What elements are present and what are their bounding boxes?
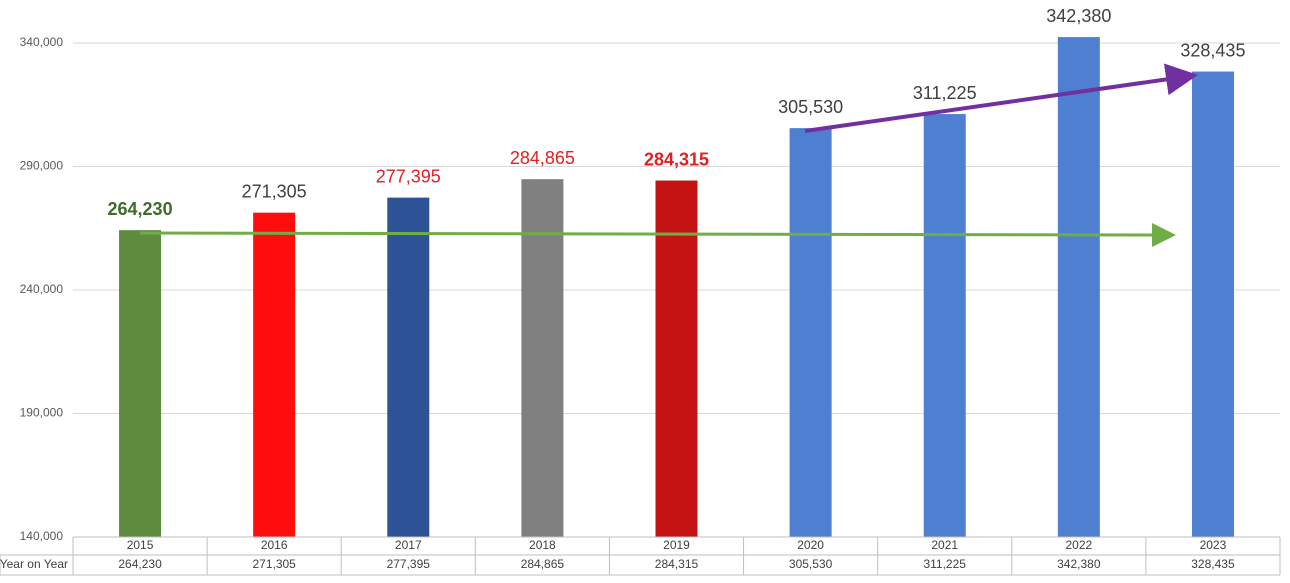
y-tick-label: 190,000 <box>20 406 64 420</box>
table-value: 284,865 <box>521 557 565 571</box>
bar <box>1058 37 1100 537</box>
table-value: 342,380 <box>1057 557 1101 571</box>
value-label: 284,865 <box>510 148 575 168</box>
bar <box>119 230 161 537</box>
value-label: 342,380 <box>1046 6 1111 26</box>
y-tick-label: 240,000 <box>20 282 64 296</box>
chart: 140,000 190,000 240,000 290,000 340,000 264,… <box>0 0 1290 583</box>
value-label: 311,225 <box>913 83 977 103</box>
x-tick-label: 2020 <box>797 538 824 552</box>
x-tick-label: 2017 <box>395 538 422 552</box>
x-tick-label: 2022 <box>1065 538 1092 552</box>
x-tick-label: 2015 <box>127 538 154 552</box>
bars <box>119 37 1234 537</box>
table-value: 277,395 <box>387 557 431 571</box>
y-tick-label: 340,000 <box>20 35 64 49</box>
table-value: 264,230 <box>118 557 162 571</box>
value-label: 264,230 <box>108 199 173 219</box>
bar <box>790 128 832 537</box>
y-tick-label: 290,000 <box>20 159 64 173</box>
table-value: 271,305 <box>252 557 296 571</box>
legend-entry: Year on Year <box>0 557 68 571</box>
data-table: Year on Year 2015 264,230 2016 271,305 2017 27… <box>0 537 1280 575</box>
trend-arrow <box>140 233 1170 235</box>
table-value: 305,530 <box>789 557 833 571</box>
value-label: 305,530 <box>778 97 843 117</box>
x-tick-label: 2023 <box>1200 538 1227 552</box>
page: {"chart_data": {"type": "bar", "categori… <box>0 0 1290 583</box>
bar <box>387 198 429 537</box>
x-tick-label: 2018 <box>529 538 556 552</box>
bar <box>1192 72 1234 537</box>
bar <box>924 114 966 537</box>
value-label: 277,395 <box>376 166 441 186</box>
y-tick-label: 140,000 <box>20 529 64 543</box>
x-tick-label: 2016 <box>261 538 288 552</box>
value-label: 284,315 <box>644 149 709 169</box>
trend-arrow <box>805 76 1190 131</box>
x-tick-label: 2019 <box>663 538 690 552</box>
value-label: 271,305 <box>242 181 307 201</box>
x-tick-label: 2021 <box>931 538 958 552</box>
bar <box>253 213 295 537</box>
table-value: 284,315 <box>655 557 699 571</box>
table-value: 328,435 <box>1191 557 1235 571</box>
table-value: 311,225 <box>923 557 966 571</box>
value-label: 328,435 <box>1180 40 1245 60</box>
